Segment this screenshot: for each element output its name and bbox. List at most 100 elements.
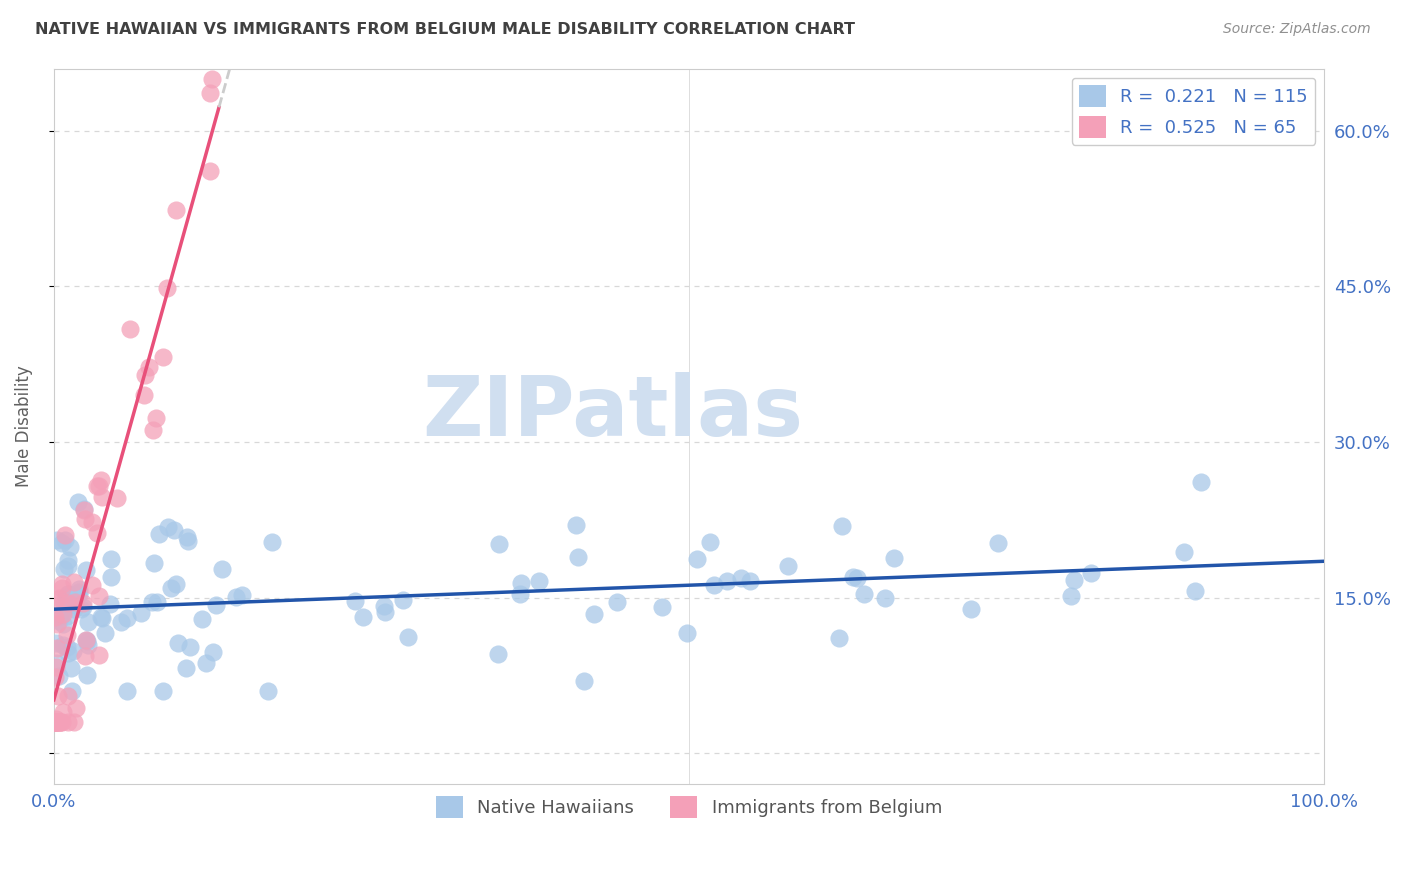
Point bbox=[179, 640, 201, 654]
Point bbox=[344, 594, 367, 608]
Point bbox=[46, 616, 69, 631]
Point bbox=[583, 607, 606, 621]
Text: Source: ZipAtlas.com: Source: ZipAtlas.com bbox=[1223, 22, 1371, 37]
Point bbox=[90, 610, 112, 624]
Point bbox=[738, 574, 761, 588]
Point bbox=[225, 591, 247, 605]
Point bbox=[56, 715, 79, 730]
Point bbox=[132, 388, 155, 402]
Point bbox=[86, 525, 108, 540]
Point bbox=[152, 350, 174, 364]
Point bbox=[257, 684, 280, 698]
Point bbox=[52, 617, 75, 632]
Point bbox=[177, 534, 200, 549]
Point bbox=[77, 615, 100, 629]
Point bbox=[72, 599, 94, 614]
Point bbox=[75, 512, 97, 526]
Point bbox=[53, 599, 76, 614]
Point bbox=[56, 587, 79, 601]
Point bbox=[374, 605, 396, 619]
Point bbox=[58, 587, 80, 601]
Point bbox=[76, 639, 98, 653]
Point bbox=[56, 647, 79, 661]
Point bbox=[51, 715, 73, 730]
Point bbox=[67, 584, 90, 599]
Point bbox=[44, 660, 66, 674]
Point bbox=[716, 574, 738, 589]
Point bbox=[176, 530, 198, 544]
Point bbox=[63, 575, 86, 590]
Point bbox=[73, 501, 96, 516]
Point bbox=[67, 582, 90, 597]
Point bbox=[48, 715, 70, 730]
Point bbox=[76, 668, 98, 682]
Point bbox=[44, 715, 66, 730]
Point bbox=[676, 625, 699, 640]
Point bbox=[606, 595, 628, 609]
Point bbox=[87, 589, 110, 603]
Point bbox=[63, 594, 86, 608]
Point bbox=[91, 610, 114, 624]
Point bbox=[51, 577, 73, 591]
Point bbox=[90, 473, 112, 487]
Point bbox=[73, 503, 96, 517]
Point bbox=[148, 527, 170, 541]
Point bbox=[51, 536, 73, 550]
Point bbox=[191, 611, 214, 625]
Point bbox=[373, 599, 395, 614]
Point bbox=[56, 628, 79, 642]
Point bbox=[842, 570, 865, 584]
Point bbox=[53, 533, 76, 547]
Point bbox=[75, 632, 97, 647]
Point bbox=[100, 552, 122, 566]
Point bbox=[56, 588, 79, 602]
Point bbox=[987, 536, 1010, 550]
Point bbox=[117, 611, 139, 625]
Y-axis label: Male Disability: Male Disability bbox=[15, 366, 32, 487]
Point bbox=[66, 495, 89, 509]
Point bbox=[194, 657, 217, 671]
Point bbox=[398, 630, 420, 644]
Point bbox=[115, 684, 138, 698]
Point bbox=[565, 518, 588, 533]
Point bbox=[46, 533, 69, 547]
Point bbox=[90, 490, 112, 504]
Point bbox=[845, 571, 868, 585]
Point bbox=[205, 598, 228, 612]
Point bbox=[44, 715, 66, 730]
Point bbox=[86, 479, 108, 493]
Point bbox=[110, 615, 132, 629]
Point bbox=[63, 715, 86, 730]
Point bbox=[72, 596, 94, 610]
Point bbox=[141, 595, 163, 609]
Point bbox=[48, 715, 70, 730]
Point bbox=[960, 602, 983, 616]
Point bbox=[70, 601, 93, 615]
Point bbox=[52, 706, 75, 720]
Point bbox=[58, 558, 80, 573]
Point bbox=[44, 715, 66, 730]
Point bbox=[80, 515, 103, 529]
Point bbox=[883, 551, 905, 566]
Point bbox=[48, 591, 70, 606]
Point bbox=[392, 592, 415, 607]
Point bbox=[48, 614, 70, 628]
Point bbox=[49, 609, 72, 624]
Point bbox=[143, 556, 166, 570]
Point bbox=[174, 661, 197, 675]
Point bbox=[98, 597, 121, 611]
Point bbox=[1184, 584, 1206, 599]
Point bbox=[44, 715, 66, 730]
Point bbox=[45, 715, 67, 730]
Point bbox=[87, 648, 110, 663]
Point bbox=[53, 528, 76, 542]
Point bbox=[45, 715, 67, 730]
Point bbox=[49, 715, 72, 730]
Point bbox=[51, 581, 73, 595]
Point bbox=[703, 578, 725, 592]
Point bbox=[166, 636, 188, 650]
Point bbox=[529, 574, 551, 589]
Point bbox=[44, 609, 66, 624]
Point bbox=[49, 609, 72, 624]
Point bbox=[48, 669, 70, 683]
